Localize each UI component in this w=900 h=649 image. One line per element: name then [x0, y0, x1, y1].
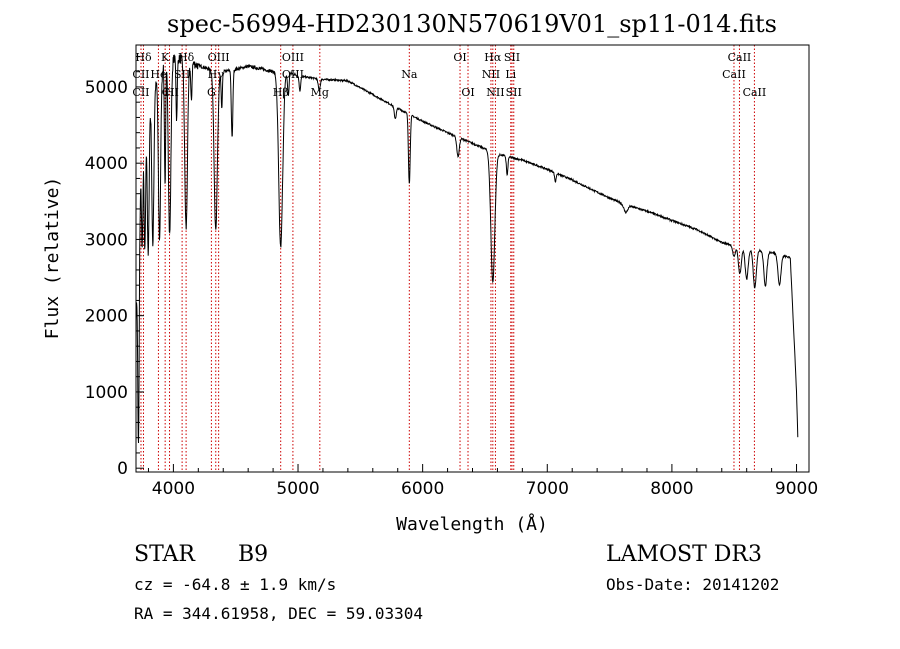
line-marker-label: OIII [282, 51, 304, 64]
y-tick-label: 0 [117, 459, 128, 479]
x-tick-label: 5000 [276, 479, 319, 499]
y-tick-label: 2000 [85, 307, 128, 327]
survey-name: LAMOST DR3 [606, 542, 762, 567]
line-marker-label: Li [505, 68, 516, 81]
line-marker-label: CII [132, 86, 149, 99]
line-marker-label: OI [461, 86, 474, 99]
object-type: STAR [134, 542, 196, 567]
line-marker-label: Hδ [135, 51, 152, 64]
x-axis-label: Wavelength (Å) [396, 513, 548, 535]
redshift-info: cz = -64.8 ± 1.9 km/s [134, 575, 336, 594]
line-marker-label: SII [174, 68, 190, 81]
line-marker-label: Mg [311, 86, 329, 99]
x-tick-label: 9000 [775, 479, 818, 499]
object-subclass: B9 [238, 542, 268, 567]
line-marker-label: Hβ [273, 86, 289, 99]
plot-frame [135, 44, 810, 473]
y-tick-label: 4000 [85, 154, 128, 174]
y-tick-label: 1000 [85, 383, 128, 403]
y-tick-label: 5000 [85, 78, 128, 98]
line-marker-label: CaII [728, 51, 752, 64]
y-tick-label: 3000 [85, 230, 128, 250]
line-marker-label: CaII [722, 68, 746, 81]
line-marker-label: Hα [484, 51, 502, 64]
line-marker-label: NII [482, 68, 500, 81]
x-tick-label: 4000 [152, 479, 195, 499]
line-marker-label: CaII [743, 86, 767, 99]
line-marker-label: NII [486, 86, 504, 99]
chart-title: spec-56994-HD230130N570619V01_sp11-014.f… [167, 10, 777, 38]
line-marker-label: K [161, 51, 170, 64]
line-marker-label: Na [401, 68, 418, 81]
x-axis-ticks: 4000 5000 6000 7000 8000 9000 [147, 464, 818, 499]
y-axis-label: Flux (relative) [42, 177, 63, 340]
spectrum-line [135, 53, 799, 444]
line-marker-label: G [207, 86, 216, 99]
line-marker-label: CII [132, 68, 149, 81]
line-markers [140, 45, 755, 472]
y-axis-ticks: 0 1000 2000 3000 4000 5000 [85, 55, 144, 479]
line-marker-label: H [165, 86, 175, 99]
x-tick-label: 7000 [526, 479, 569, 499]
line-marker-label: SII [504, 51, 520, 64]
x-tick-label: 6000 [401, 479, 444, 499]
coordinates: RA = 344.61958, DEC = 59.03304 [134, 604, 423, 623]
line-marker-label: OI [453, 51, 466, 64]
line-marker-label: OIII [208, 51, 230, 64]
x-tick-label: 8000 [650, 479, 693, 499]
obs-date: Obs-Date: 20141202 [606, 575, 779, 594]
line-marker-label: SII [506, 86, 522, 99]
